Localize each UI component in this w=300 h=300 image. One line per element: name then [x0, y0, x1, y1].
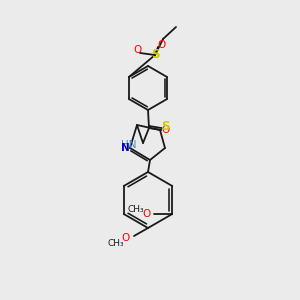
- Text: O: O: [162, 125, 170, 135]
- Text: O: O: [157, 40, 165, 50]
- Text: O: O: [142, 209, 150, 219]
- Text: O: O: [134, 45, 142, 55]
- Text: O: O: [122, 233, 130, 243]
- Text: CH₃: CH₃: [128, 206, 145, 214]
- Text: S: S: [151, 49, 159, 62]
- Text: S: S: [161, 121, 169, 134]
- Text: HN: HN: [122, 140, 137, 150]
- Text: N: N: [121, 143, 129, 153]
- Text: CH₃: CH₃: [108, 239, 124, 248]
